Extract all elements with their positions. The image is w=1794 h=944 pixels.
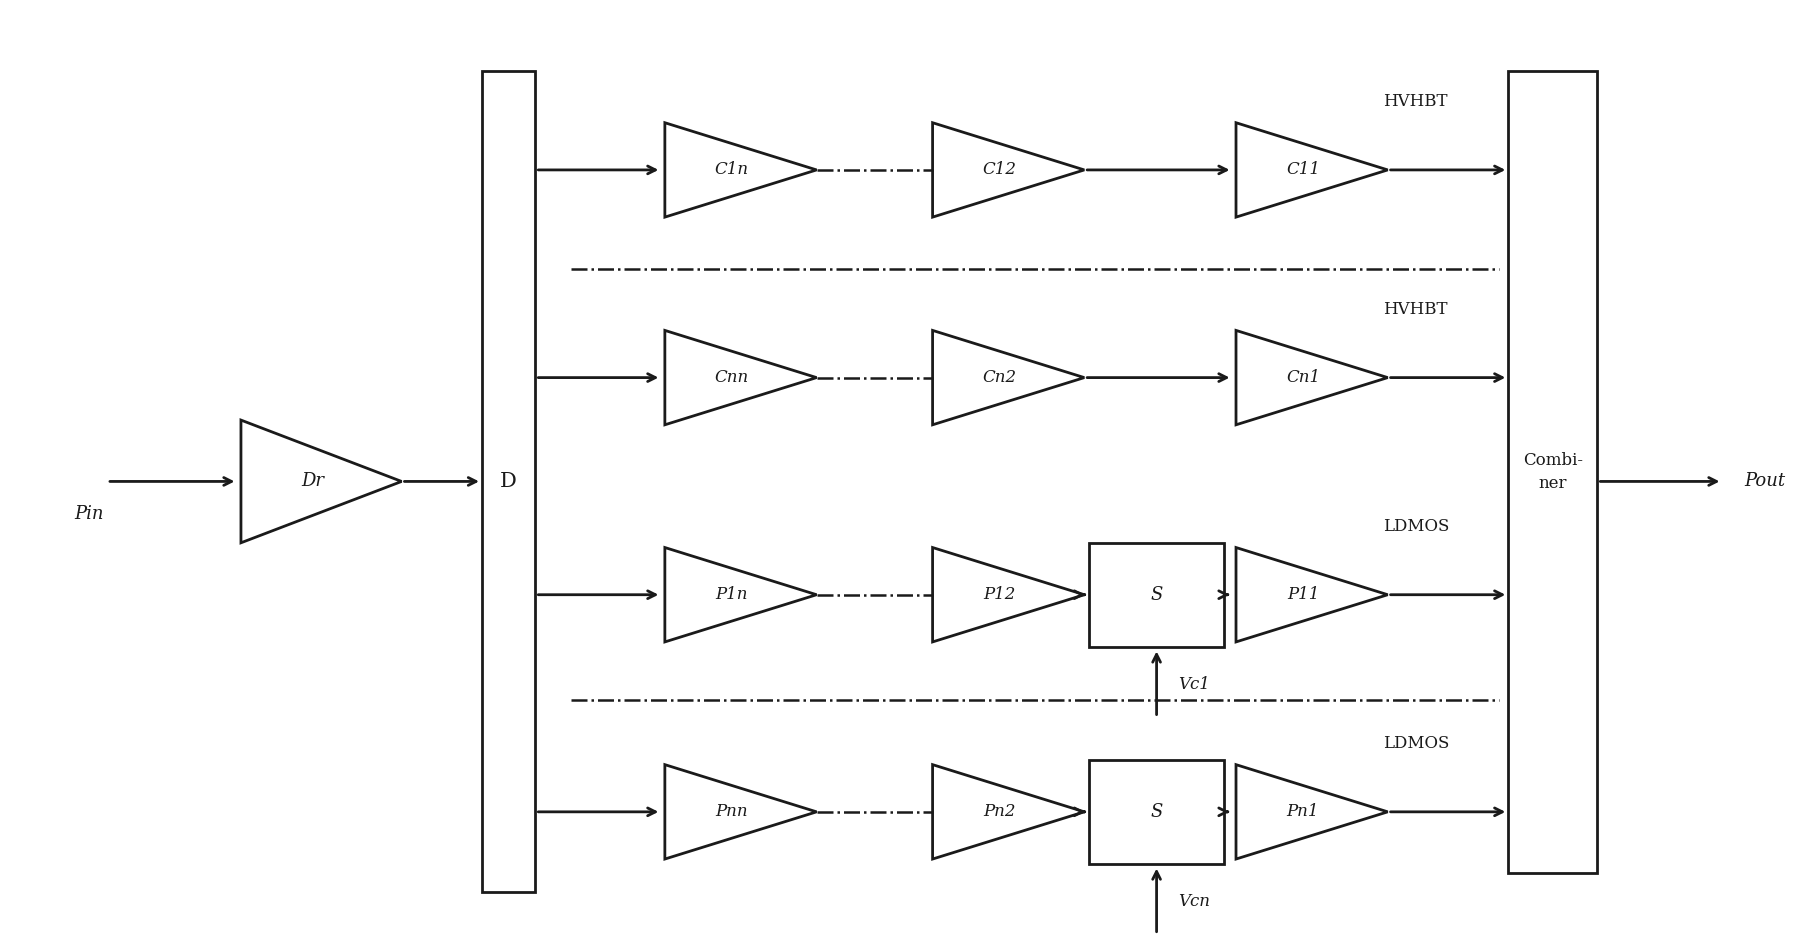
Text: LDMOS: LDMOS: [1383, 735, 1450, 752]
Text: Pn2: Pn2: [983, 803, 1015, 820]
Text: P12: P12: [983, 586, 1015, 603]
Text: S: S: [1150, 802, 1163, 821]
Text: Dr: Dr: [301, 472, 325, 491]
Text: Pn1: Pn1: [1286, 803, 1319, 820]
Text: Pout: Pout: [1744, 472, 1785, 491]
Text: LDMOS: LDMOS: [1383, 518, 1450, 535]
Bar: [1089, 760, 1225, 864]
Text: C11: C11: [1286, 161, 1320, 178]
Bar: [1509, 71, 1597, 873]
Text: Cn2: Cn2: [983, 369, 1017, 386]
Text: P1n: P1n: [716, 586, 748, 603]
Text: Combi-
ner: Combi- ner: [1523, 452, 1582, 492]
Text: D: D: [501, 472, 517, 491]
Text: HVHBT: HVHBT: [1383, 93, 1448, 110]
Text: Pnn: Pnn: [716, 803, 748, 820]
Text: Pin: Pin: [75, 505, 104, 524]
Text: C12: C12: [983, 161, 1017, 178]
Text: P11: P11: [1286, 586, 1319, 603]
Text: Cnn: Cnn: [714, 369, 748, 386]
Text: HVHBT: HVHBT: [1383, 301, 1448, 318]
Text: S: S: [1150, 585, 1163, 604]
Bar: [483, 71, 535, 892]
Text: Cn1: Cn1: [1286, 369, 1320, 386]
Bar: [1089, 543, 1225, 647]
Text: C1n: C1n: [714, 161, 748, 178]
Text: Vc1: Vc1: [1179, 676, 1209, 693]
Text: Vcn: Vcn: [1179, 893, 1209, 910]
